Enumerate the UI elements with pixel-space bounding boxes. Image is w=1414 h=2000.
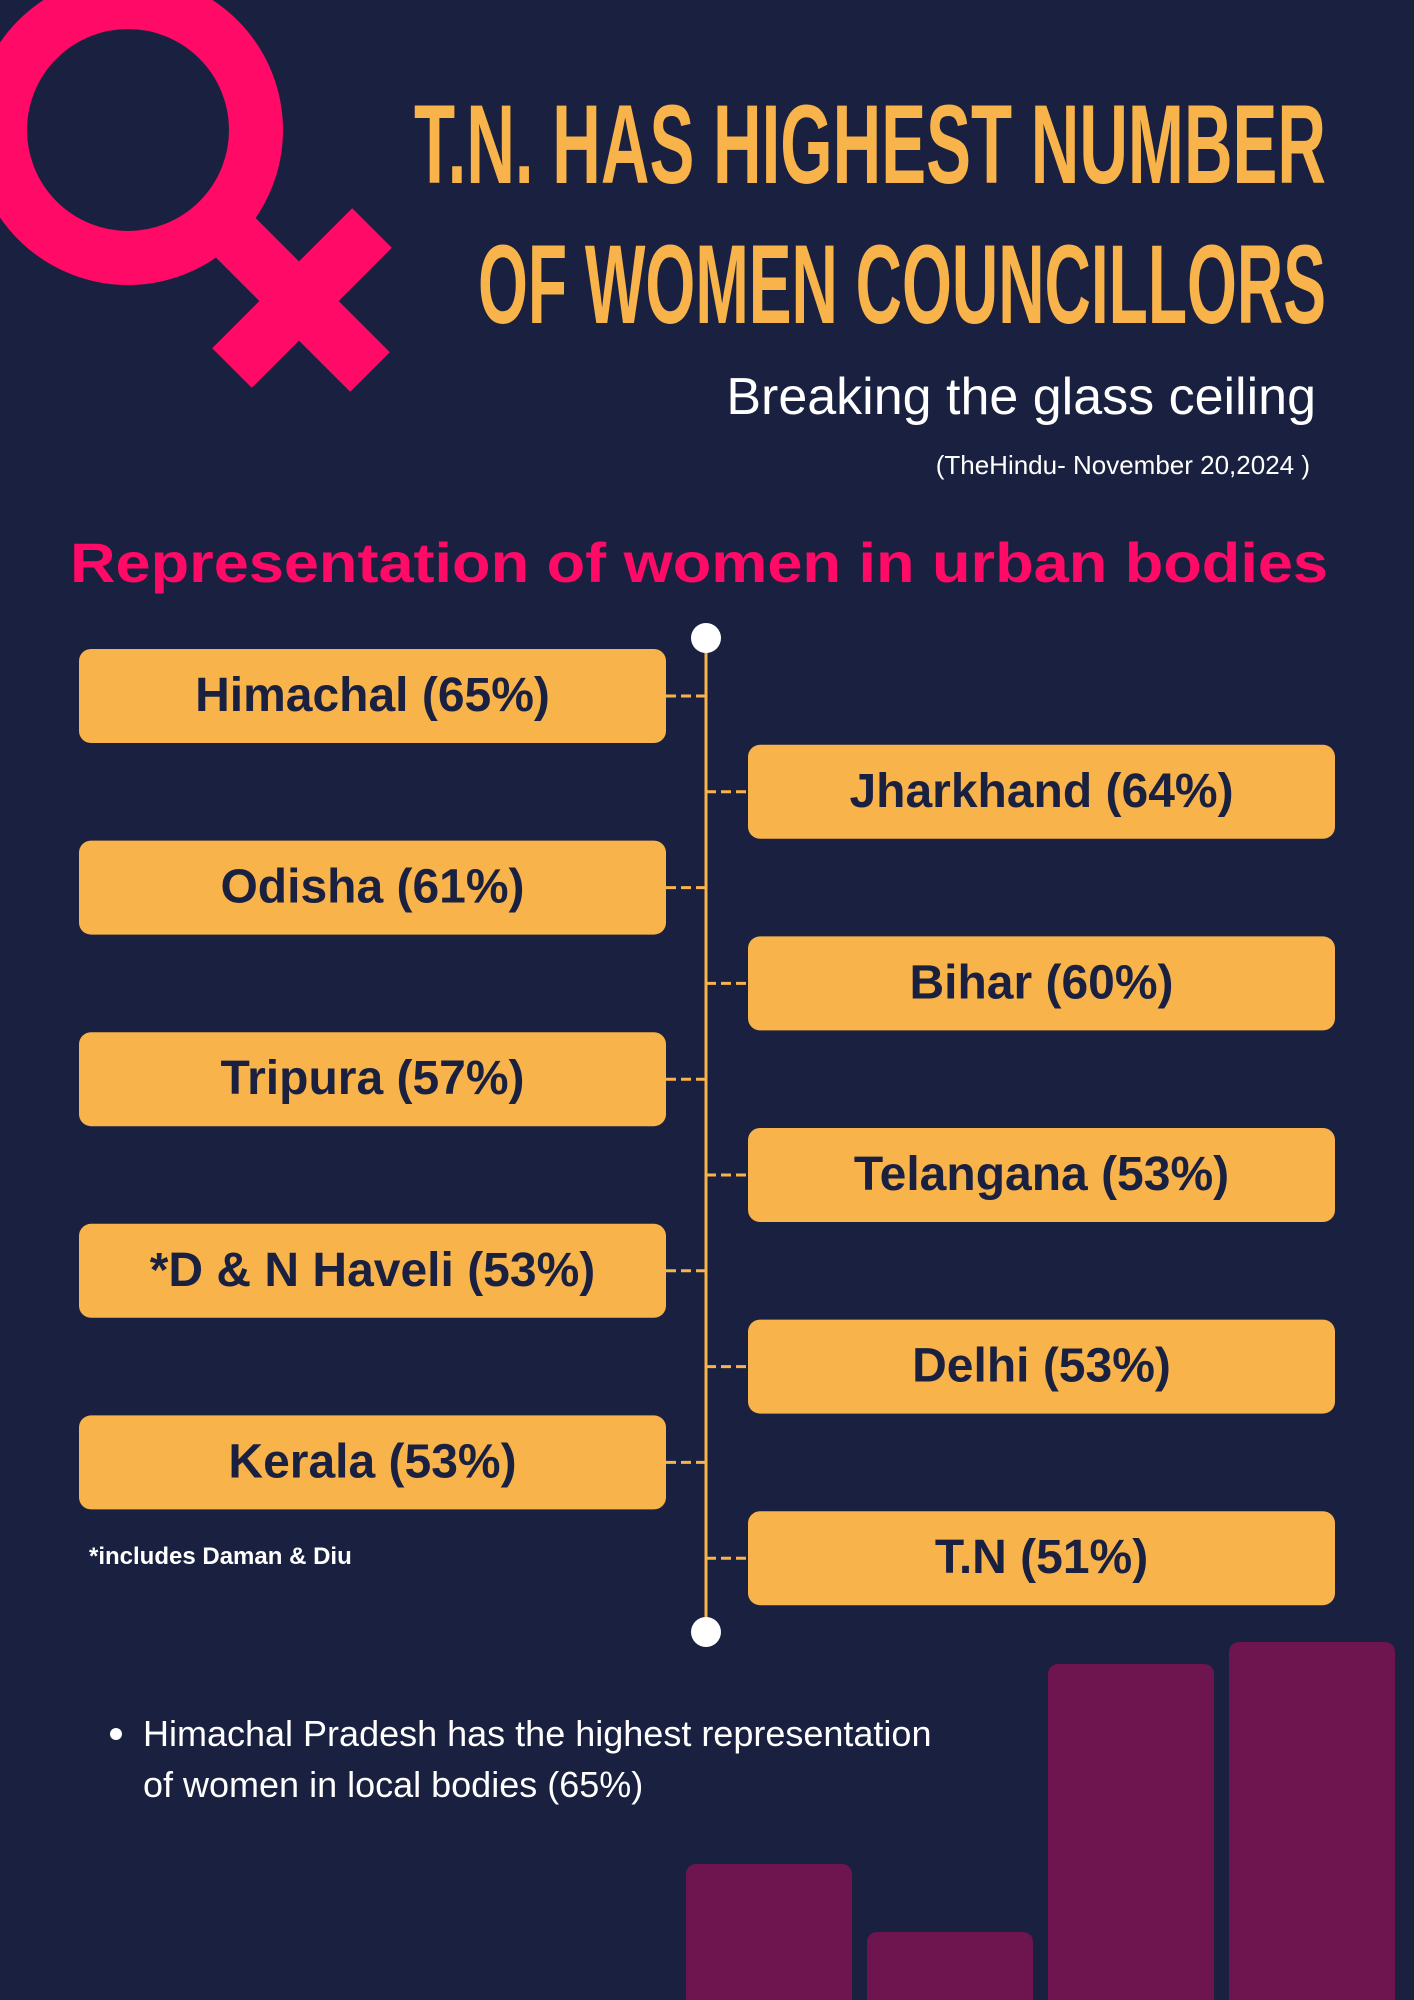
item-box	[79, 840, 666, 935]
item-box	[748, 1511, 1335, 1606]
item-box	[79, 1223, 666, 1318]
item-label: *D & N Haveli (53%)	[150, 1244, 595, 1297]
item-box	[748, 744, 1335, 839]
item-label: Tripura (57%)	[220, 1052, 524, 1105]
female-symbol	[0, 0, 392, 392]
item-box	[79, 1415, 666, 1510]
footnote: *includes Daman & Diu	[89, 1543, 352, 1570]
timeline-end	[691, 1617, 721, 1647]
item-label: Bihar (60%)	[909, 956, 1173, 1009]
item-box	[748, 1319, 1335, 1414]
title-line: OF WOMEN COUNCILLORS	[478, 222, 1326, 347]
bullet-line: of women in local bodies (65%)	[143, 1764, 643, 1805]
section-heading: Representation of women in urban bodies	[70, 531, 1328, 594]
item-label: Himachal (65%)	[195, 669, 550, 722]
subtitle: Breaking the glass ceiling	[726, 368, 1316, 426]
bullet-line: Himachal Pradesh has the highest represe…	[143, 1713, 931, 1754]
item-box	[79, 1032, 666, 1127]
item-box	[748, 1128, 1335, 1222]
item-box	[79, 649, 666, 743]
timeline-items: Himachal (65%) Jharkhand (64%) Odisha (61%…	[79, 649, 1335, 1606]
item-label: Odisha (61%)	[220, 861, 524, 914]
item-label: Telangana (53%)	[854, 1148, 1229, 1201]
timeline-end	[691, 623, 721, 653]
deco-bars	[686, 1642, 1395, 2000]
item-label: T.N (51%)	[935, 1531, 1148, 1584]
title-line: T.N. HAS HIGHEST NUMBER	[414, 82, 1326, 207]
item-box	[748, 936, 1335, 1031]
bullet-dot	[110, 1728, 122, 1740]
item-label: Delhi (53%)	[912, 1340, 1171, 1393]
item-label: Kerala (53%)	[228, 1435, 516, 1488]
source: (TheHindu- November 20,2024 )	[936, 450, 1310, 480]
item-label: Jharkhand (64%)	[849, 765, 1233, 818]
